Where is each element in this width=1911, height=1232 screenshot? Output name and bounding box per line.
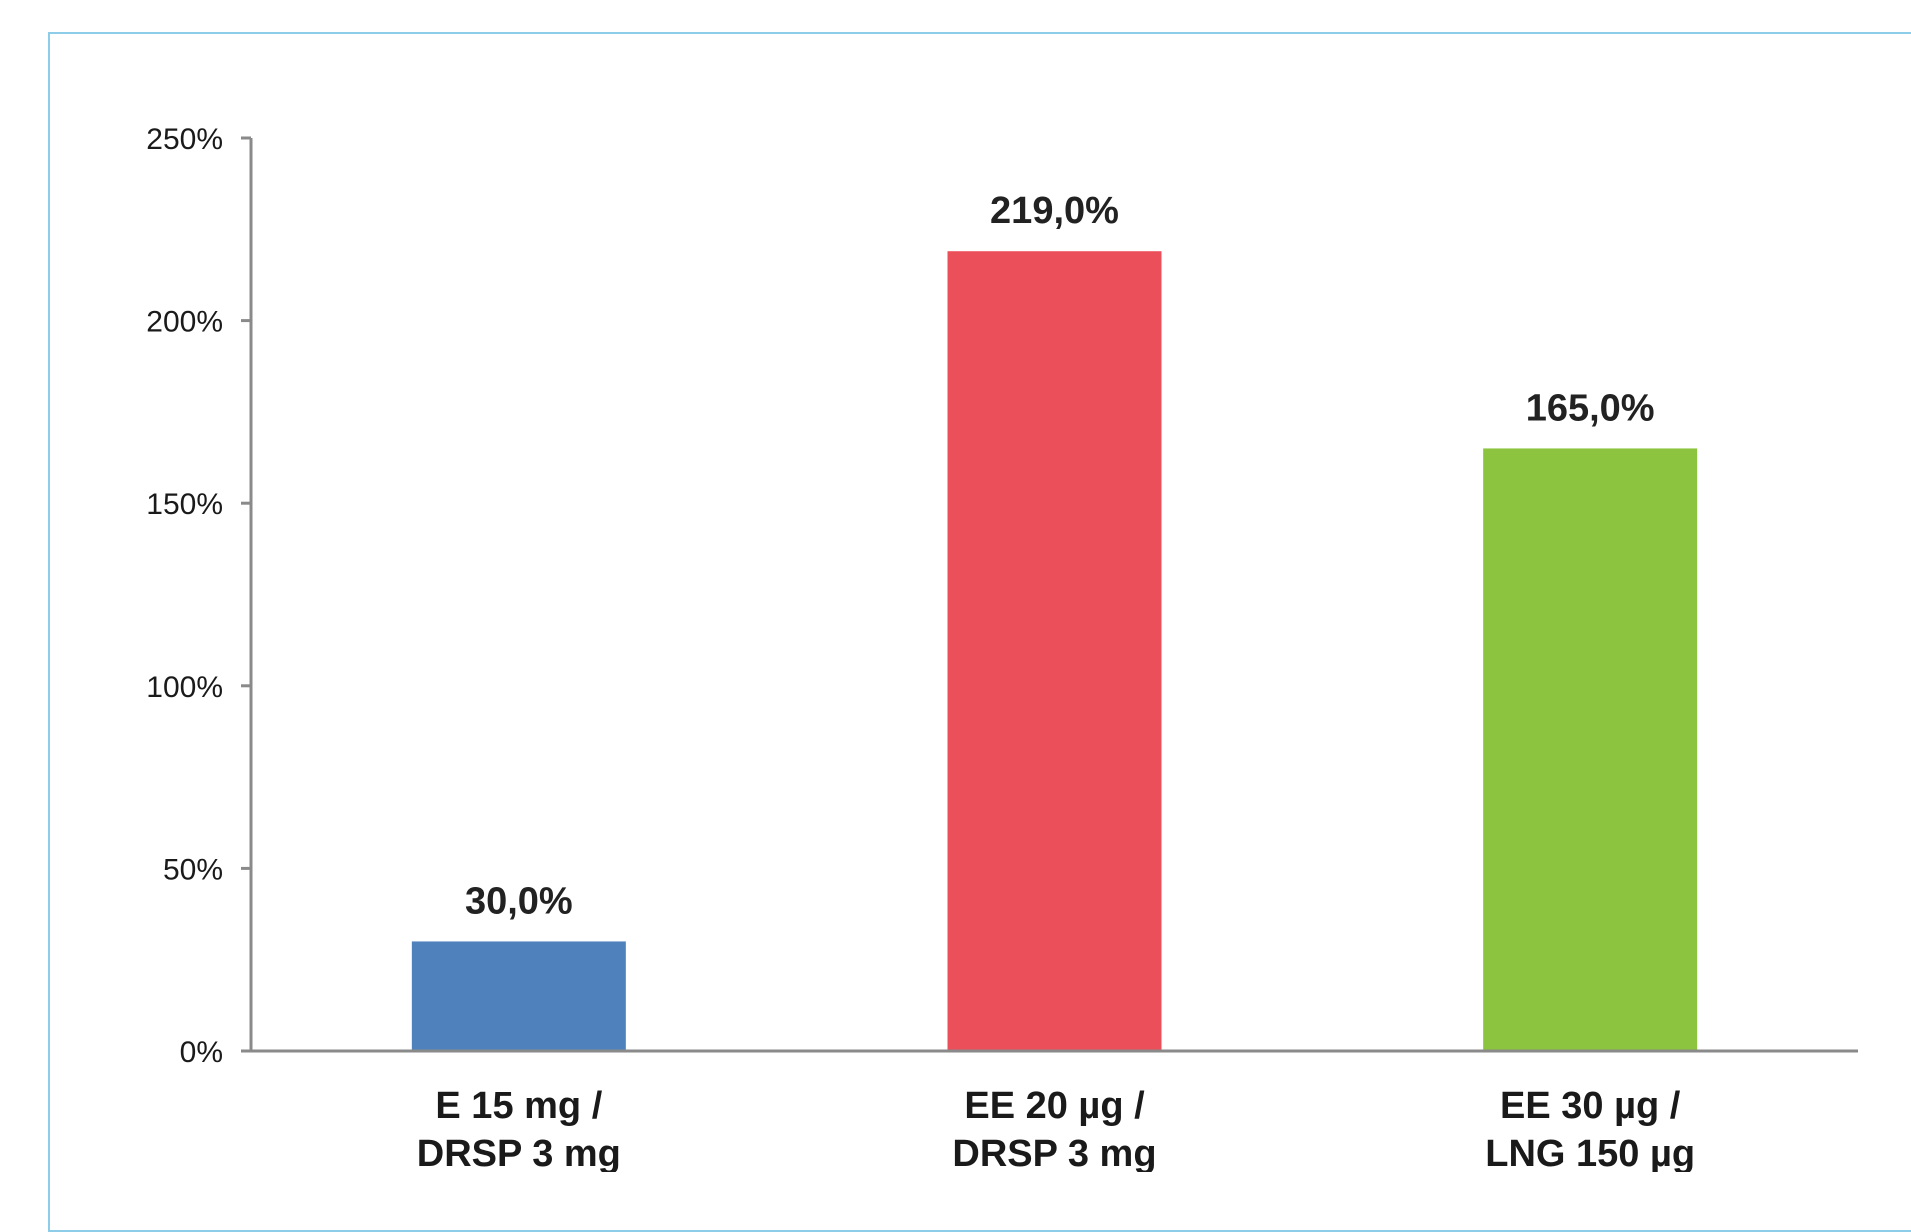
bar [947,251,1162,1051]
y-tick-label: 150% [146,488,223,521]
bars [411,251,1698,1051]
x-tick-label: EE 30 µg / [1500,1085,1681,1127]
y-tick-label: 200% [146,306,223,339]
data-label: 165,0% [1526,387,1655,429]
bar [411,941,626,1051]
data-label: 30,0% [465,880,573,922]
x-tick-label: LNG 150 µg [1485,1133,1695,1172]
data-label: 219,0% [990,190,1119,232]
y-tick-label: 250% [146,123,223,156]
x-tick-label: DRSP 3 mg [417,1133,621,1172]
x-tick-label: E 15 mg / [435,1085,602,1127]
y-axis: 0% 50% 100% 150% 200% 250% [146,123,253,1069]
bar [1483,448,1698,1051]
data-labels: 30,0% 219,0% 165,0% [465,190,1655,922]
x-tick-label: EE 20 µg / [964,1085,1145,1127]
y-tick-label: 0% [180,1036,223,1069]
x-axis: E 15 mg / DRSP 3 mg EE 20 µg / DRSP 3 mg EE … [241,1049,1858,1172]
bar-chart: 0%50%100%150%200%250% 30,0%219,0%165,0% … [146,123,1858,1172]
y-tick-label: 50% [163,853,223,886]
x-tick-label: DRSP 3 mg [952,1133,1156,1172]
y-tick-label: 100% [146,671,223,704]
